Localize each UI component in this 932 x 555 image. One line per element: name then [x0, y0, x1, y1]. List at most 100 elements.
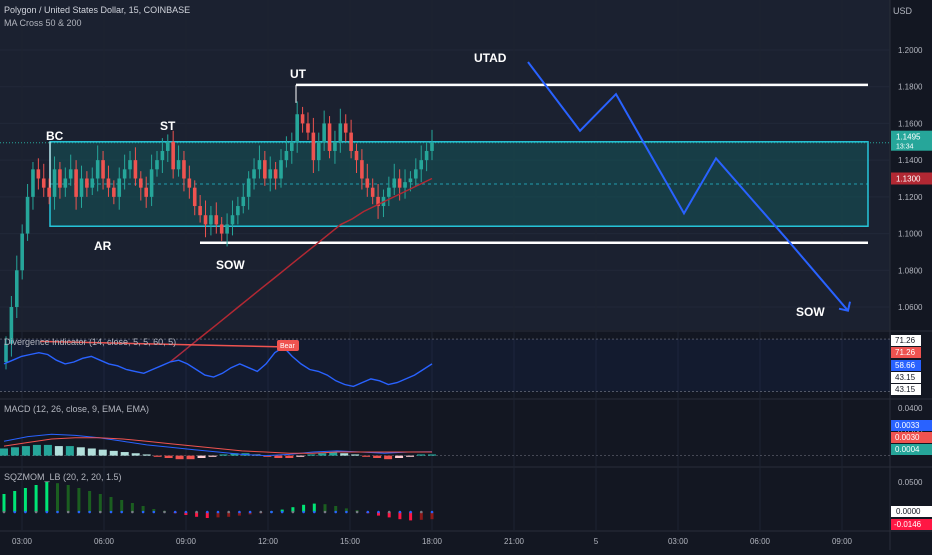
time-tick-label: 18:00 — [422, 537, 443, 546]
price-tick-label: 1.1000 — [898, 230, 923, 239]
sqzmom-dot — [141, 510, 145, 514]
macd-histogram-bar — [230, 453, 239, 456]
sqzmom-bar — [237, 512, 241, 516]
candle-body — [171, 141, 175, 170]
candle-body — [106, 178, 111, 188]
divergence-value-label: 43.15 — [895, 385, 916, 394]
macd-histogram-bar — [65, 446, 74, 456]
macd-histogram-bar — [296, 455, 305, 457]
candle-body — [139, 178, 143, 188]
sqzmom-dot — [323, 510, 327, 514]
sqzmom-dot — [24, 510, 27, 514]
candle-body — [68, 169, 73, 179]
sqzmom-bar — [430, 512, 434, 520]
sqzmom-dot — [227, 510, 230, 514]
candle-body — [230, 215, 235, 225]
sqzmom-value-label: -0.0146 — [894, 520, 922, 529]
sqzmom-bar — [130, 503, 134, 512]
sqzmom-dot — [259, 510, 263, 514]
sqzmom-dot — [313, 510, 316, 514]
annotation-label: UTAD — [474, 51, 507, 65]
macd-histogram-bar — [0, 448, 8, 456]
macd-value-label: 0.0030 — [895, 433, 920, 442]
candle-body — [322, 123, 326, 142]
candle-body — [90, 178, 95, 188]
macd-tick-label: 0.0400 — [898, 404, 923, 413]
sqzmom-dot — [184, 510, 188, 514]
annotation-label: UT — [290, 67, 307, 81]
divergence-value-label: 58.66 — [895, 361, 916, 370]
sqzmom-dot — [345, 510, 348, 514]
candle-body — [333, 141, 337, 151]
sqzmom-bar — [387, 512, 391, 518]
sqzmom-dot — [238, 510, 241, 514]
candle-body — [31, 169, 35, 197]
sqzmom-pane-bg — [0, 468, 890, 530]
divergence-pane-title: Divergence Indicator (14, close, 5, 5, 6… — [4, 337, 177, 347]
macd-histogram-bar — [219, 454, 228, 456]
candle-body — [360, 160, 364, 179]
macd-histogram-bar — [43, 444, 52, 456]
time-tick-label: 03:00 — [12, 537, 33, 546]
candle-body — [117, 178, 122, 197]
macd-histogram-bar — [285, 455, 294, 458]
last-price-label: 1.1495 — [896, 133, 921, 142]
candle-body — [47, 187, 51, 197]
sqzmom-dot — [56, 510, 59, 514]
price-tick-label: 1.1800 — [898, 83, 923, 92]
sqzmom-dot — [216, 510, 220, 514]
divergence-value-badge — [891, 384, 921, 395]
macd-signal-line — [3, 437, 432, 454]
sqzmom-dot — [420, 510, 423, 514]
macd-histogram-bar — [274, 455, 283, 458]
candle-body — [236, 206, 240, 216]
sqzmom-bar — [323, 504, 327, 512]
sqzmom-dot — [66, 510, 70, 514]
annotation-label: SOW — [216, 258, 245, 272]
sqzmom-bar — [334, 506, 338, 512]
candle-body — [338, 123, 343, 142]
time-tick-label: 03:00 — [668, 537, 689, 546]
sqzmom-bar — [2, 494, 6, 512]
candle-body — [397, 178, 402, 188]
candle-body — [58, 169, 62, 188]
sqzmom-dot — [77, 510, 81, 514]
candle-body — [311, 132, 316, 161]
candle-body — [198, 206, 202, 216]
candle-body — [257, 160, 262, 170]
annotation-label: SOW — [796, 305, 825, 319]
candle-body — [241, 196, 246, 207]
divergence-value-badge — [891, 347, 921, 358]
macd-histogram-bar — [10, 447, 19, 456]
sqzmom-dot — [387, 510, 391, 514]
bear-label: Bear — [280, 343, 295, 350]
sqzmom-bar — [77, 488, 81, 512]
sqzmom-dot — [195, 510, 198, 514]
macd-histogram-bar — [362, 455, 371, 457]
candle-body — [187, 178, 192, 188]
candle-body — [209, 215, 213, 225]
sqzmom-dot — [13, 510, 16, 514]
sqzmom-dot — [409, 510, 412, 514]
time-tick-label: 06:00 — [94, 537, 115, 546]
macd-histogram-bar — [21, 446, 30, 456]
macd-histogram-bar — [175, 455, 184, 460]
candle-body — [165, 141, 170, 151]
candle-body — [306, 123, 310, 133]
macd-histogram-bar — [98, 449, 107, 456]
sqzmom-bar — [120, 500, 124, 512]
candle-body — [273, 169, 278, 179]
sqzmom-pane-title: SQZMOM_LB (20, 2, 20, 1.5) — [4, 472, 122, 482]
candle-body — [85, 178, 89, 188]
sqzmom-bar — [98, 494, 102, 512]
time-tick-label: 21:00 — [504, 537, 525, 546]
candle-body — [246, 178, 251, 197]
macd-value-badge — [891, 432, 932, 443]
macd-value-label: 0.0004 — [895, 445, 920, 454]
macd-histogram-bar — [208, 455, 217, 457]
divergence-value-badge — [891, 372, 921, 383]
sqzmom-bar — [377, 512, 380, 516]
time-tick-label: 15:00 — [340, 537, 361, 546]
sqzmom-bar — [152, 509, 156, 512]
